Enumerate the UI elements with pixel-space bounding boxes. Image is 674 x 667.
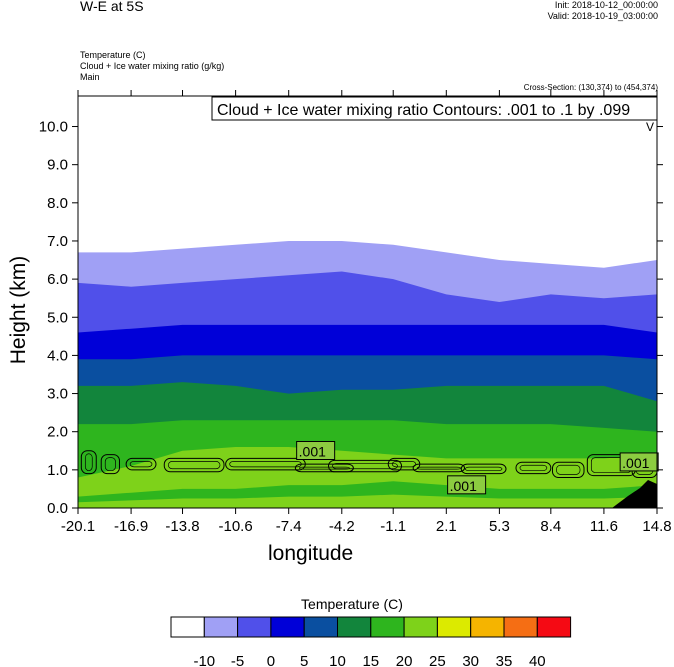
cloud-contour-9: [460, 463, 507, 475]
init-valid-times: Init: 2018-10-12_00:00:00 Valid: 2018-10…: [548, 0, 658, 22]
cloud-contour-inner-11: [556, 464, 581, 475]
cloud-contour-inner-2: [129, 461, 153, 468]
field-main: Main: [80, 72, 100, 82]
x-tick-label-10: 11.6: [590, 518, 618, 535]
x-tick-label-5: -4.2: [329, 518, 355, 535]
cloud-contour-8: [412, 463, 466, 473]
colorbar-swatch-7: [403, 616, 438, 638]
y-tick-label-5: 5.0: [47, 309, 68, 326]
colorbar-swatch-0: [170, 616, 205, 638]
colorbar-label-10: 40: [529, 653, 546, 667]
y-tick-label-3: 3.0: [47, 386, 68, 403]
y-tick-label-8: 8.0: [47, 195, 68, 212]
colorbar-label-0: -10: [193, 653, 215, 667]
cloud-contour-0: [80, 450, 97, 475]
colorbar-swatch-8: [436, 616, 472, 638]
cloud-contour-inner-6: [332, 462, 398, 470]
colorbar-label-4: 10: [329, 653, 346, 667]
x-tick-label-2: -13.8: [165, 518, 199, 535]
colorbar-swatch-1: [203, 616, 239, 638]
contour-label-1: .001: [450, 478, 477, 494]
cloud-contour-10: [515, 461, 552, 475]
cloud-contour-inner-8: [416, 466, 461, 470]
colorbar-swatch-6: [370, 616, 405, 638]
y-tick-label-6: 6.0: [47, 271, 68, 288]
field-temperature: Temperature (C): [80, 50, 146, 60]
colorbar-swatch-4: [303, 616, 339, 638]
colorbar-swatch-10: [503, 616, 538, 638]
x-tick-label-8: 5.3: [489, 518, 510, 535]
contour-label-box-1: [447, 475, 487, 495]
x-tick-label-11: 14.8: [642, 518, 671, 535]
colorbar-swatch-2: [237, 616, 272, 638]
y-tick-label-0: 0.0: [47, 500, 68, 517]
cloud-contour-inner-3: [167, 461, 221, 470]
contour-info-text: Cloud + Ice water mixing ratio Contours:…: [217, 102, 630, 119]
cloud-contour-1: [100, 454, 120, 475]
contour-label-0: .001: [299, 444, 326, 460]
colorbar-label-7: 25: [429, 653, 446, 667]
contour-corner-mark: V: [646, 120, 654, 134]
y-tick-label-7: 7.0: [47, 233, 68, 250]
cloud-contour-6: [328, 459, 403, 473]
y-axis-label: Height (km): [7, 255, 30, 365]
terrain-shape: [612, 480, 657, 508]
plot-frame: [77, 95, 658, 509]
contour-label-box-2: [619, 452, 659, 472]
y-tick-label-9: 9.0: [47, 157, 68, 174]
x-tick-label-0: -20.1: [61, 518, 95, 535]
band-surface-area: [78, 494, 657, 508]
init-time: Init: 2018-10-12_00:00:00: [554, 0, 658, 10]
contour-label-box-0: [296, 441, 336, 460]
field-cloud-ice: Cloud + Ice water mixing ratio (g/kg): [80, 61, 225, 71]
x-axis-label: longitude: [268, 542, 354, 565]
colorbar-label-2: 0: [267, 653, 275, 667]
colorbar-swatch-9: [470, 616, 505, 638]
colorbar-label-8: 30: [462, 653, 479, 667]
x-tick-label-7: 2.1: [436, 518, 457, 535]
colorbar-swatch-5: [337, 616, 372, 638]
x-tick-label-9: 8.4: [540, 518, 561, 535]
y-tick-label-1: 1.0: [47, 462, 68, 479]
contour-label-2: .001: [622, 455, 649, 471]
cloud-contour-inner-1: [104, 457, 116, 472]
x-tick-label-6: -1.1: [380, 518, 406, 535]
x-tick-label-4: -7.4: [276, 518, 302, 535]
colorbar-label-3: 5: [300, 653, 308, 667]
cloud-contour-5: [294, 463, 354, 473]
cloud-contour-inner-0: [84, 453, 93, 472]
colorbar-swatch-11: [536, 616, 572, 638]
cloud-contour-inner-5: [298, 466, 350, 470]
x-tick-label-3: -10.6: [219, 518, 253, 535]
y-tick-label-4: 4.0: [47, 347, 68, 364]
cloud-contour-11: [551, 461, 585, 478]
colorbar-label-9: 35: [496, 653, 513, 667]
x-tick-label-1: -16.9: [114, 518, 148, 535]
colorbar-swatch-3: [270, 616, 305, 638]
colorbar-label-5: 15: [362, 653, 379, 667]
cloud-contour-2: [125, 457, 157, 471]
plot-title: W-E at 5S: [80, 0, 144, 14]
cloud-contour-3: [163, 457, 225, 473]
y-tick-label-2: 2.0: [47, 424, 68, 441]
colorbar-label-1: -5: [231, 653, 244, 667]
valid-time: Valid: 2018-10-19_03:00:00: [547, 11, 658, 21]
y-tick-label-10: 10.0: [39, 119, 68, 136]
contour-info-box: [211, 96, 658, 121]
cloud-contour-inner-9: [464, 466, 503, 472]
cloud-contour-inner-7: [391, 461, 417, 468]
cross-section-label: Cross-Section: (130,374) to (454,374): [523, 83, 658, 92]
colorbar-label-6: 20: [396, 653, 413, 667]
cloud-contour-inner-10: [519, 464, 548, 472]
field-description: Temperature (C) Cloud + Ice water mixing…: [80, 50, 224, 83]
colorbar-title: Temperature (C): [301, 596, 403, 612]
